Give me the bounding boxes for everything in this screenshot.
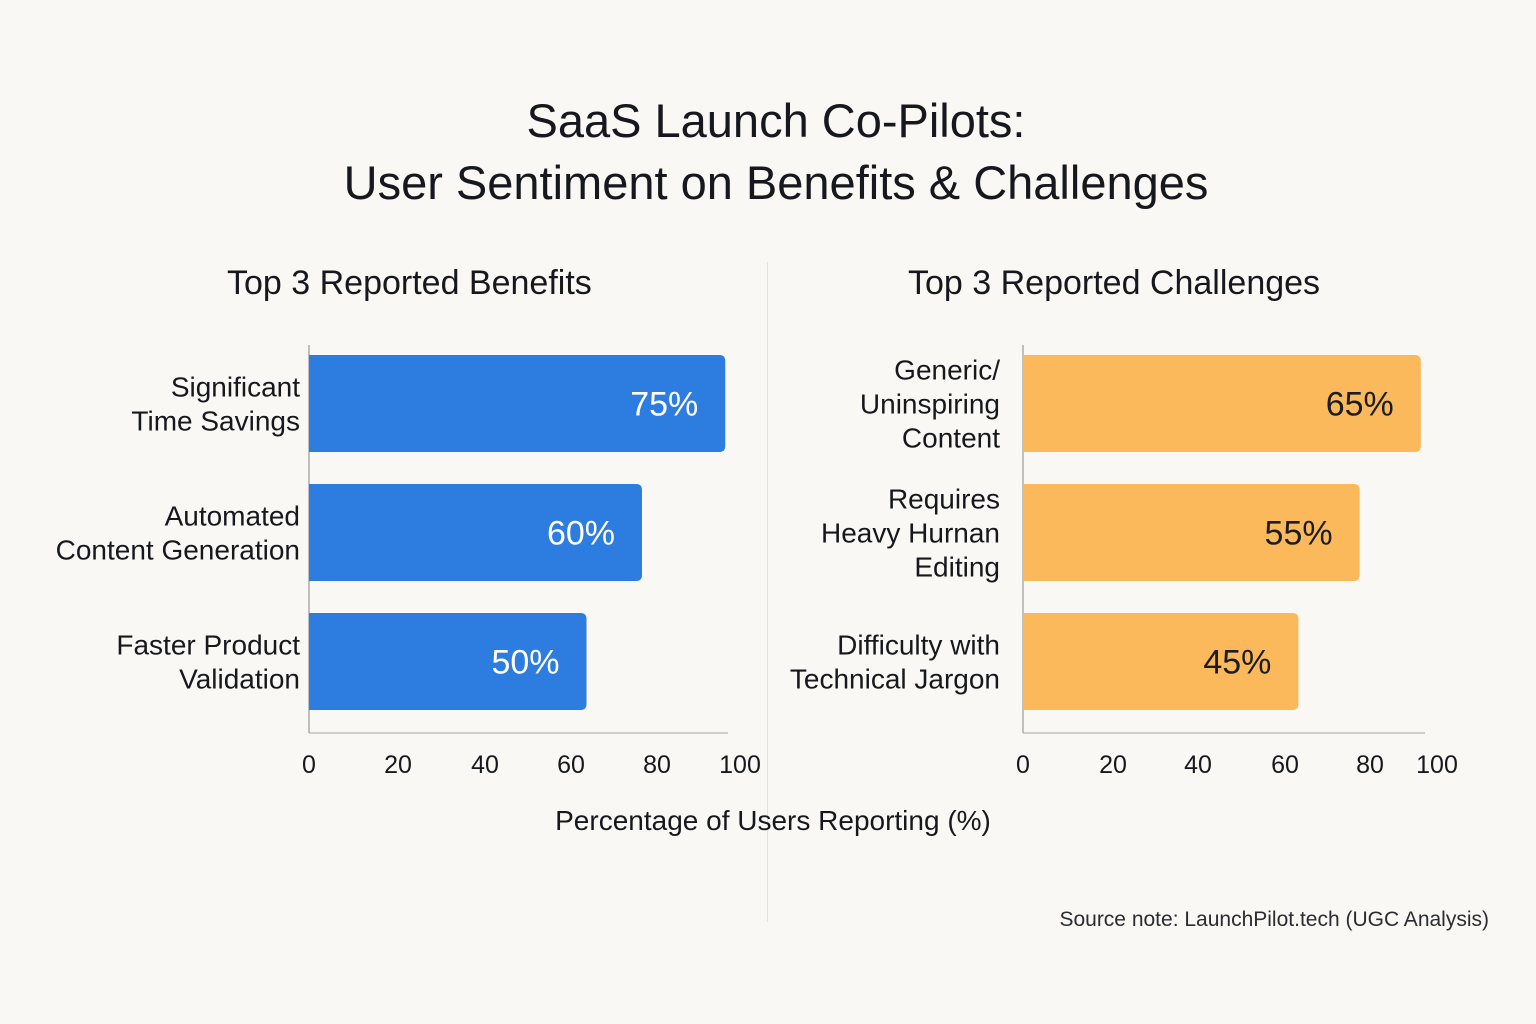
challenges-bar-3 (1023, 613, 1299, 710)
challenges-category-label-line: Technical Jargon (790, 664, 1000, 695)
x-axis-label: Percentage of Users Reporting (%) (555, 805, 991, 836)
challenges-category-label-2: Requires Heavy Hurnan Editing (821, 484, 1000, 583)
benefits-bar-1 (309, 355, 726, 452)
benefits-bar-value-label-1: 75% (630, 386, 698, 424)
source-note: Source note: LaunchPilot.tech (UGC Analy… (1059, 908, 1489, 931)
chart-title-line-2: User Sentiment on Benefits & Challenges (343, 156, 1209, 209)
benefits-bar-3 (309, 613, 587, 710)
challenges-x-tick-label: 60 (1271, 751, 1299, 779)
challenges-x-tick-label: 20 (1099, 751, 1127, 779)
benefits-category-label-line: Automated (165, 501, 300, 532)
challenges-bar-1 (1023, 355, 1421, 452)
challenges-category-label-line: Difficulty with (837, 630, 1000, 661)
benefits-x-tick-label: 20 (384, 751, 412, 779)
challenges-category-label-line: Generic/ (894, 355, 1000, 386)
challenges-category-label-line: Uninspiring (860, 389, 1000, 420)
benefits-category-label-line: Faster Product (116, 630, 300, 661)
benefits-x-tick-label: 40 (471, 751, 499, 779)
benefits-category-label-line: Time Savings (131, 406, 300, 437)
challenges-x-tick-label: 80 (1356, 751, 1384, 779)
benefits-category-label-line: Significant (171, 372, 300, 403)
challenges-category-label-line: Heavy Hurnan (821, 518, 1000, 549)
benefits-x-tick-label: 100 (719, 751, 761, 779)
benefits-x-tick-label: 0 (302, 751, 316, 779)
challenges-bar-2 (1023, 484, 1360, 581)
benefits-category-label-line: Validation (179, 664, 300, 695)
benefits-bar-value-label-2: 60% (547, 515, 615, 553)
challenges-category-label-1: Generic/Uninspiring Content (860, 355, 1000, 454)
benefits-panel-title: Top 3 Reported Benefits (227, 264, 592, 302)
benefits-category-label-1: Significant Time Savings (131, 372, 300, 437)
benefits-bar-value-label-3: 50% (491, 644, 559, 682)
benefits-x-tick-label: 60 (557, 751, 585, 779)
benefits-category-label-line: Content Generation (56, 535, 300, 566)
panel-divider (767, 262, 768, 922)
challenges-bar-value-label-2: 55% (1265, 515, 1333, 553)
challenges-bar-value-label-3: 45% (1203, 644, 1271, 682)
challenges-x-tick-label: 0 (1016, 751, 1030, 779)
challenges-category-label-line: Content (902, 423, 1000, 454)
benefits-category-label-3: Faster Product Validation (116, 630, 300, 695)
challenges-category-label-line: Requires (888, 484, 1000, 515)
benefits-bar-2 (309, 484, 642, 581)
benefits-category-label-2: Automated Content Generation (56, 501, 300, 566)
challenges-panel-title: Top 3 Reported Challenges (908, 264, 1321, 302)
challenges-category-label-3: Difficulty with Technical Jargon (790, 630, 1000, 695)
challenges-x-tick-label: 100 (1416, 751, 1458, 779)
benefits-x-tick-label: 80 (643, 751, 671, 779)
challenges-bar-value-label-1: 65% (1326, 386, 1394, 424)
chart-title: SaaS Launch Co-Pilots: User Sentiment on… (0, 90, 1536, 214)
challenges-x-tick-label: 40 (1184, 751, 1212, 779)
chart-title-line-1: SaaS Launch Co-Pilots: (526, 94, 1026, 147)
challenges-category-label-line: Editing (914, 552, 1000, 583)
